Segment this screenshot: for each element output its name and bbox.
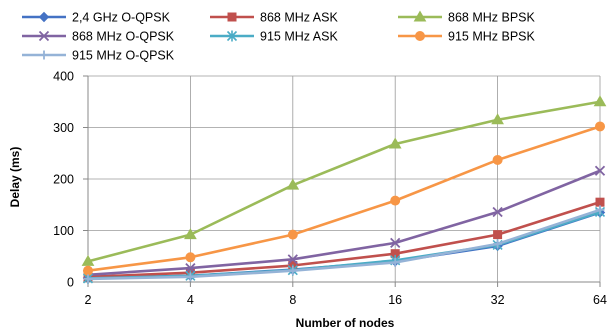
data-point-s4-4 [185, 262, 196, 274]
legend-marker [38, 30, 50, 42]
series-line-2 [87, 200, 601, 279]
legend-item-7: 915 MHz O-QPSK [22, 49, 175, 63]
series-3 [81, 95, 607, 266]
data-point-s4-8 [287, 254, 298, 265]
series-2 [83, 197, 605, 282]
series-7 [83, 205, 605, 284]
series-line-3 [87, 100, 601, 263]
data-point-s7-4 [185, 272, 195, 282]
y-tick-label-100: 100 [53, 224, 74, 238]
series-line-4 [87, 169, 601, 277]
data-point-s7-8 [288, 266, 298, 276]
x-tick-label-16: 16 [388, 293, 402, 307]
data-point-s6-16 [390, 195, 401, 206]
y-tick-label-400: 400 [53, 70, 74, 84]
legend: 2,4 GHz O-QPSK 868 MHz ASK 868 MHz BPSK 868… [22, 11, 536, 63]
legend-marker [39, 50, 49, 60]
x-tick-label-2: 2 [85, 293, 92, 307]
series-line-6 [87, 125, 601, 272]
data-point-s7-32 [493, 239, 503, 249]
legend-label: 915 MHz O-QPSK [72, 49, 175, 63]
legend-label: 915 MHz BPSK [448, 30, 536, 44]
data-point-s4-64 [594, 165, 606, 176]
data-point-s3-2 [81, 254, 95, 266]
series-line-1 [87, 211, 601, 280]
legend-item-5: 915 MHz ASK [210, 30, 338, 44]
data-point-s4-32 [492, 206, 503, 218]
legend-item-2: 868 MHz ASK [210, 11, 338, 25]
legend-label: 2,4 GHz O-QPSK [72, 11, 171, 25]
y-tick-label-300: 300 [53, 121, 74, 135]
x-tick-label-64: 64 [593, 293, 607, 307]
legend-marker [415, 31, 425, 41]
y-tick-labels: 0 100 200 300 400 [53, 70, 74, 290]
data-point-s3-4 [184, 228, 197, 240]
legend-label: 868 MHz BPSK [448, 11, 536, 25]
legend-label: 868 MHz O-QPSK [72, 30, 175, 44]
legend-label: 868 MHz ASK [260, 11, 338, 25]
x-tick-label-4: 4 [187, 293, 194, 307]
series-line-7 [87, 208, 601, 281]
data-point-s2-32 [493, 230, 503, 240]
legend-item-6: 915 MHz BPSK [398, 30, 536, 44]
legend-item-3: 868 MHz BPSK [398, 11, 536, 25]
x-axis-title: Number of nodes [296, 316, 395, 330]
data-point-s6-32 [492, 154, 503, 165]
legend-item-1: 2,4 GHz O-QPSK [22, 11, 171, 25]
data-point-s6-64 [595, 121, 605, 132]
data-point-s6-2 [83, 265, 93, 276]
axes [83, 75, 601, 287]
series-6 [83, 121, 605, 276]
data-point-s2-64 [595, 197, 605, 207]
data-point-s7-64 [595, 205, 605, 215]
data-point-s3-8 [286, 178, 300, 190]
data-point-s7-16 [390, 257, 400, 267]
legend-marker [226, 30, 238, 42]
x-tick-label-32: 32 [491, 293, 505, 307]
legend-label: 915 MHz ASK [260, 30, 338, 44]
y-tick-label-200: 200 [53, 173, 74, 187]
x-tick-label-8: 8 [289, 293, 296, 307]
data-point-s6-4 [185, 252, 196, 263]
y-tick-label-0: 0 [67, 276, 74, 290]
data-point-s3-64 [593, 95, 607, 107]
legend-marker [227, 12, 237, 22]
legend-marker [413, 10, 427, 22]
legend-marker [38, 11, 50, 23]
series-layer [81, 95, 607, 284]
x-tick-labels: 2 4 8 16 32 64 [85, 293, 607, 307]
data-point-s7-2 [83, 274, 93, 284]
data-point-s6-8 [287, 229, 298, 240]
series-line-5 [87, 210, 601, 280]
data-point-s3-16 [388, 137, 402, 149]
y-axis-title: Delay (ms) [8, 147, 22, 208]
data-point-s3-32 [491, 113, 504, 125]
data-point-s4-16 [390, 237, 401, 248]
legend-item-4: 868 MHz O-QPSK [22, 30, 175, 44]
